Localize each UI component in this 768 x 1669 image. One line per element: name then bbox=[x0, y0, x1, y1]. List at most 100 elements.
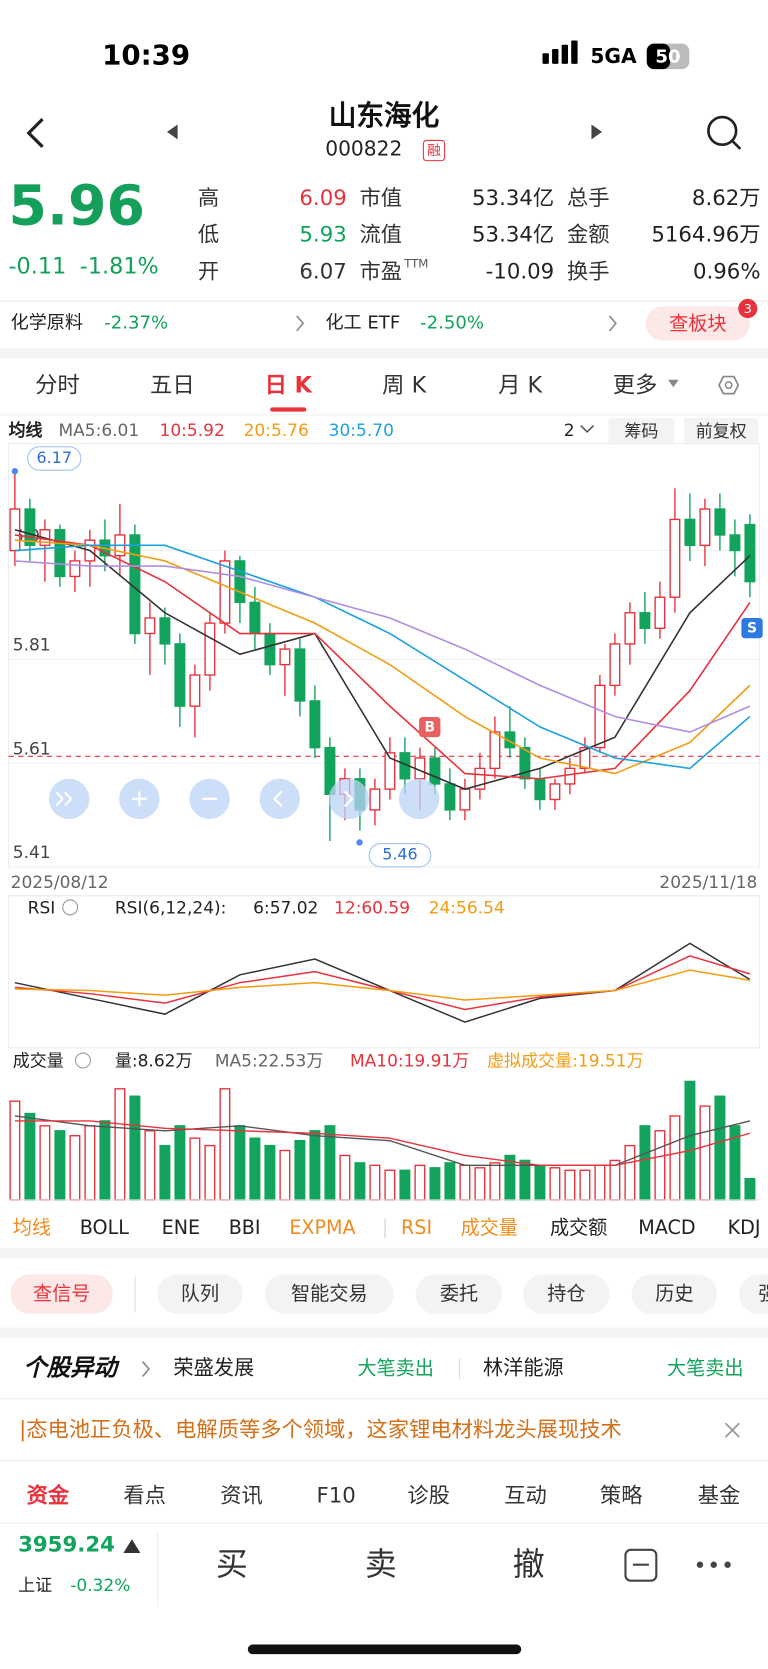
rsi-line bbox=[14, 969, 751, 1001]
volume-bar bbox=[279, 1149, 291, 1201]
section-tab[interactable]: 看点 bbox=[123, 1484, 166, 1509]
action-pill[interactable] bbox=[739, 1274, 768, 1314]
indicator-tab[interactable]: 成交量 bbox=[461, 1216, 518, 1239]
volume-bar bbox=[144, 1130, 156, 1201]
period-tab[interactable]: 分时 bbox=[35, 373, 80, 399]
section-tab[interactable]: 策略 bbox=[600, 1484, 643, 1509]
battery-text: 50 bbox=[655, 46, 680, 67]
search-button[interactable] bbox=[707, 115, 738, 147]
margin-badge: 融 bbox=[427, 143, 441, 159]
sector-pct: -2.37% bbox=[104, 312, 168, 333]
candle-body bbox=[609, 643, 621, 687]
stock-code: 000822 bbox=[325, 137, 402, 161]
indicator-tab[interactable]: KDJ bbox=[728, 1216, 761, 1239]
menu-icon bbox=[624, 1548, 658, 1582]
stat-label: 换手 bbox=[567, 259, 610, 284]
section-tab[interactable]: F10 bbox=[316, 1484, 355, 1509]
last-price: 5.96 bbox=[9, 175, 145, 239]
rsi-legend: 6:57.02 bbox=[253, 898, 318, 918]
section-tab[interactable]: 基金 bbox=[698, 1484, 741, 1509]
action-pill-label: 历史 bbox=[655, 1282, 693, 1305]
low-label: 5.46 bbox=[382, 845, 418, 864]
volume-bar bbox=[594, 1164, 606, 1201]
volume-bar bbox=[54, 1130, 66, 1201]
adjust-button[interactable]: 前复权 bbox=[696, 422, 747, 442]
volume-bar bbox=[519, 1159, 531, 1201]
volume-amount: 量:8.62万 bbox=[115, 1052, 193, 1072]
sector-button-label: 查板块 bbox=[669, 312, 726, 335]
end-date: 2025/11/18 bbox=[659, 873, 757, 893]
indicator-tab[interactable]: BBI bbox=[229, 1216, 261, 1239]
band bbox=[0, 1247, 768, 1259]
indicator-tab[interactable]: EXPMA bbox=[289, 1216, 355, 1239]
action-pill[interactable] bbox=[10, 1274, 113, 1314]
zoom-control[interactable] bbox=[328, 778, 370, 820]
indicator-tab[interactable]: MACD bbox=[638, 1216, 695, 1239]
start-date: 2025/08/12 bbox=[11, 873, 109, 893]
sector-name: 化工 ETF bbox=[325, 312, 400, 333]
prev-stock[interactable] bbox=[167, 124, 178, 140]
candle-body bbox=[429, 757, 441, 785]
volume-bar bbox=[654, 1130, 666, 1201]
action-pill[interactable] bbox=[523, 1274, 610, 1314]
candle-body bbox=[69, 560, 81, 578]
action-pill[interactable] bbox=[264, 1274, 394, 1314]
action-pill-label: 查信号 bbox=[33, 1282, 90, 1305]
volume-bar bbox=[684, 1080, 696, 1201]
volume-virtual: 虚拟成交量:19.51万 bbox=[487, 1052, 643, 1072]
section-tab[interactable]: 资讯 bbox=[220, 1484, 263, 1509]
back-button[interactable] bbox=[26, 118, 44, 148]
indicator-tab[interactable]: 成交额 bbox=[550, 1216, 607, 1239]
trade-button[interactable]: 卖 bbox=[365, 1545, 397, 1583]
stat-value: 5.93 bbox=[299, 223, 346, 248]
volume-bar bbox=[129, 1095, 141, 1201]
sector-button[interactable] bbox=[645, 306, 750, 341]
trade-button[interactable]: 买 bbox=[216, 1545, 248, 1583]
candle-body bbox=[579, 746, 591, 770]
period-tab[interactable]: 更多 bbox=[613, 373, 658, 399]
settings-icon[interactable] bbox=[718, 375, 740, 395]
volume-bar bbox=[459, 1164, 471, 1201]
section-tab[interactable]: 互动 bbox=[504, 1484, 547, 1509]
action-pill[interactable] bbox=[157, 1274, 243, 1314]
action-pill[interactable] bbox=[631, 1274, 717, 1314]
candle-body bbox=[369, 788, 381, 811]
section-tab[interactable]: 资金 bbox=[27, 1483, 70, 1509]
zoom-control[interactable] bbox=[48, 778, 90, 820]
zoom-control[interactable] bbox=[398, 778, 440, 820]
section-tab[interactable]: 诊股 bbox=[407, 1484, 450, 1509]
stat-label: 市盈 bbox=[360, 259, 403, 284]
period-tab[interactable]: 五日 bbox=[150, 373, 195, 399]
chip-button[interactable]: 筹码 bbox=[624, 422, 658, 442]
volume-bar bbox=[114, 1088, 126, 1201]
volume-bar bbox=[744, 1177, 756, 1201]
zoom-control[interactable] bbox=[259, 778, 300, 820]
action-pill[interactable] bbox=[415, 1274, 503, 1314]
rsi-line bbox=[14, 942, 751, 1023]
period-tab[interactable]: 月 K bbox=[498, 373, 543, 399]
volume-bar bbox=[429, 1167, 441, 1201]
indicator-tab[interactable]: ENE bbox=[162, 1216, 200, 1239]
period-tab[interactable]: 日 K bbox=[265, 373, 313, 399]
volume-legend: MA10:19.91万 bbox=[350, 1052, 469, 1072]
candle-body bbox=[264, 632, 276, 666]
indicator-tab[interactable]: RSI bbox=[401, 1216, 432, 1239]
close-banner[interactable] bbox=[724, 1422, 740, 1438]
help-icon bbox=[74, 1052, 91, 1069]
indicator-tab[interactable]: BOLL bbox=[80, 1216, 129, 1239]
stat-value: 6.07 bbox=[299, 259, 346, 284]
trade-button[interactable]: 撤 bbox=[513, 1545, 545, 1583]
signal-bar bbox=[552, 48, 559, 64]
volume-bar bbox=[84, 1125, 96, 1201]
signal-bar bbox=[561, 44, 569, 64]
candle-body bbox=[564, 767, 576, 785]
stat-value: 53.34亿 bbox=[472, 186, 554, 211]
candle-body bbox=[474, 767, 486, 790]
search-handle bbox=[730, 139, 742, 150]
index-value: 3959.24 bbox=[18, 1533, 115, 1558]
volume-bar bbox=[204, 1144, 216, 1201]
indicator-tab[interactable]: 均线 bbox=[13, 1216, 51, 1239]
next-stock[interactable] bbox=[591, 124, 603, 140]
period-tab[interactable]: 周 K bbox=[382, 373, 427, 399]
